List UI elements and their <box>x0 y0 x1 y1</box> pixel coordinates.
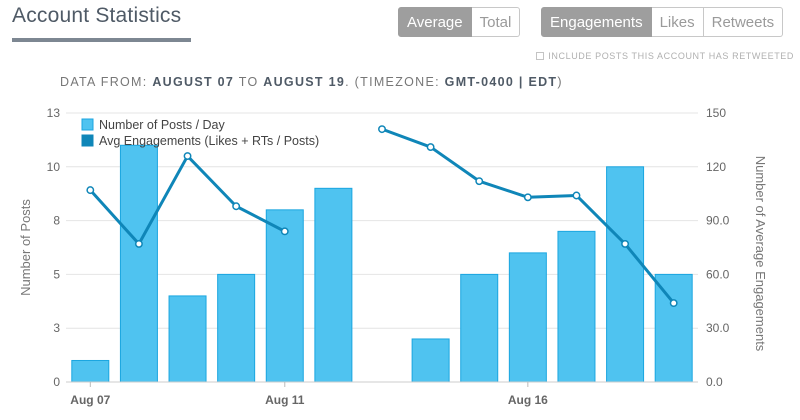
line-point <box>232 202 241 211</box>
left-tick-label: 5 <box>53 267 60 281</box>
line-point <box>523 193 532 202</box>
left-tick-label: 10 <box>47 160 61 174</box>
metric-toggle: Average Total <box>398 7 521 37</box>
right-axis-title: Number of Average Engagements <box>753 156 768 352</box>
bar <box>606 166 645 383</box>
line-point <box>426 143 435 152</box>
x-tick-label: Aug 11 <box>265 393 305 407</box>
likes-button[interactable]: Likes <box>651 7 704 37</box>
line-point <box>475 177 484 186</box>
date-range-prefix: DATA FROM: <box>60 75 148 89</box>
axis-layer: 0 3 5 8 10 13 0.0 30.0 60.0 90.0 120 150 Number of P… <box>18 106 768 407</box>
timezone-value: GMT-0400 | EDT <box>444 75 558 89</box>
include-retweets-label: INCLUDE POSTS THIS ACCOUNT HAS RETWEETED <box>548 51 794 61</box>
right-tick-label: 0.0 <box>706 375 723 389</box>
left-tick-label: 3 <box>53 321 60 335</box>
bar <box>654 273 693 383</box>
retweets-button[interactable]: Retweets <box>703 7 784 37</box>
bar <box>71 359 110 383</box>
bar <box>557 230 596 383</box>
date-range-start: AUGUST 07 <box>152 75 235 89</box>
engagements-button[interactable]: Engagements <box>541 7 652 37</box>
left-tick-label: 0 <box>53 375 60 389</box>
include-retweets-checkbox[interactable] <box>536 52 545 60</box>
legend-label: Number of Posts / Day <box>99 118 225 132</box>
legend-swatch <box>81 134 94 147</box>
legend-label: Avg Engagements (Likes + RTs / Posts) <box>99 134 319 148</box>
line-layer <box>86 125 678 308</box>
date-range-to: TO <box>238 75 259 89</box>
right-tick-label: 120 <box>706 160 726 174</box>
timezone-prefix: . (TIMEZONE: <box>345 75 440 89</box>
bar <box>508 252 547 383</box>
grid-layer <box>66 112 698 383</box>
bar <box>411 338 450 383</box>
x-tick-label: Aug 16 <box>508 393 548 407</box>
line-point <box>134 239 143 248</box>
title-underline <box>12 38 191 42</box>
line-point <box>572 191 581 200</box>
left-tick-label: 8 <box>53 214 60 228</box>
bar-layer <box>71 144 693 383</box>
page-title: Account Statistics <box>12 4 182 27</box>
average-button[interactable]: Average <box>398 7 472 37</box>
left-tick-label: 13 <box>47 106 61 120</box>
line-point <box>183 152 192 160</box>
chart-legend: Number of Posts / Day Avg Engagements (Li… <box>81 118 319 148</box>
x-tick-label: Aug 07 <box>70 393 110 407</box>
line-point <box>669 299 678 308</box>
legend-swatch <box>81 118 94 131</box>
line-point <box>621 239 630 248</box>
line-point <box>86 186 95 195</box>
bar <box>265 209 304 383</box>
right-tick-label: 150 <box>706 106 726 120</box>
include-retweets-option[interactable]: INCLUDE POSTS THIS ACCOUNT HAS RETWEETED <box>536 51 794 61</box>
date-range-end: AUGUST 19 <box>263 75 346 89</box>
bar <box>119 144 158 383</box>
total-button[interactable]: Total <box>471 7 521 37</box>
bar <box>217 273 256 383</box>
type-toggle: Engagements Likes Retweets <box>541 7 784 37</box>
line-point <box>280 227 289 236</box>
bar <box>460 273 499 383</box>
left-axis-title: Number of Posts <box>18 199 33 296</box>
line-point <box>378 125 386 134</box>
right-tick-label: 60.0 <box>706 267 730 281</box>
timezone-suffix: ) <box>557 75 563 89</box>
engagement-line <box>89 154 286 246</box>
bar <box>314 187 353 383</box>
bar <box>168 295 207 383</box>
right-tick-label: 30.0 <box>706 321 730 335</box>
right-tick-label: 90.0 <box>706 214 730 228</box>
date-range-info: DATA FROM: AUGUST 07 TO AUGUST 19. (TIME… <box>60 75 563 89</box>
